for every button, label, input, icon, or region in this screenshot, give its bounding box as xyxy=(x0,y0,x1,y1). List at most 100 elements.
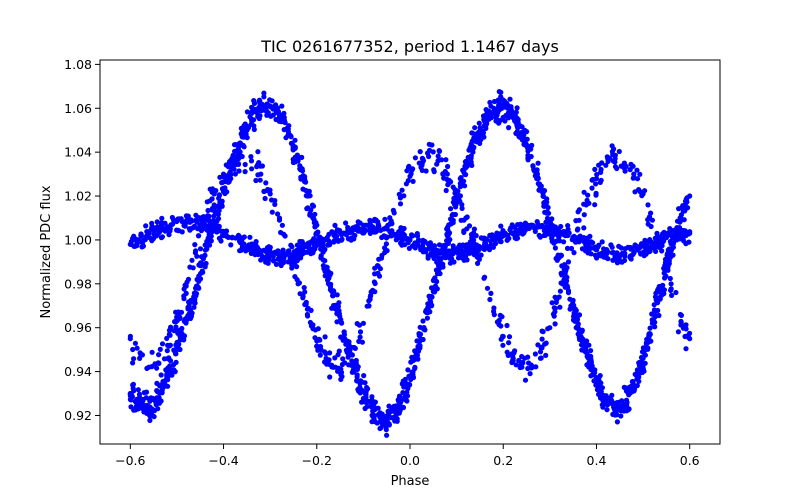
data-point xyxy=(609,143,615,149)
data-point xyxy=(542,341,548,347)
data-point xyxy=(304,193,310,199)
data-point xyxy=(270,258,277,264)
data-point xyxy=(346,362,352,368)
data-point xyxy=(267,191,273,197)
data-point xyxy=(599,160,605,166)
data-point xyxy=(132,340,138,346)
data-point xyxy=(314,338,320,344)
data-point xyxy=(670,252,676,258)
data-point xyxy=(280,260,287,266)
data-point xyxy=(241,144,247,150)
data-point xyxy=(332,232,338,239)
data-point xyxy=(370,413,376,420)
data-point xyxy=(512,235,518,241)
data-point xyxy=(165,224,171,230)
data-point xyxy=(520,360,526,366)
data-point xyxy=(660,238,666,245)
data-point xyxy=(396,406,402,412)
data-point xyxy=(202,222,208,228)
data-point xyxy=(255,149,261,155)
data-point xyxy=(532,228,538,234)
data-point xyxy=(680,203,686,209)
data-point xyxy=(295,158,301,164)
data-point xyxy=(673,289,679,296)
data-point xyxy=(267,248,273,254)
data-point xyxy=(455,255,462,261)
data-point xyxy=(140,398,146,404)
x-tick-label: −0.4 xyxy=(208,453,238,468)
data-point xyxy=(648,338,654,344)
data-point xyxy=(537,349,544,355)
data-point xyxy=(166,327,173,333)
data-point xyxy=(195,233,202,239)
data-point xyxy=(332,303,338,309)
data-point xyxy=(346,352,352,358)
data-point xyxy=(216,223,222,229)
data-point xyxy=(267,103,273,109)
data-point xyxy=(294,264,300,270)
data-point xyxy=(612,252,618,258)
data-point xyxy=(496,105,503,112)
data-point xyxy=(181,333,188,339)
data-point xyxy=(309,202,316,208)
data-point xyxy=(667,275,673,282)
data-point xyxy=(366,298,372,304)
data-point xyxy=(142,236,148,243)
data-point xyxy=(635,369,642,375)
data-point xyxy=(266,244,272,250)
data-point xyxy=(563,267,569,273)
data-point xyxy=(668,246,674,252)
data-point xyxy=(393,237,399,243)
data-point xyxy=(364,303,370,309)
data-point xyxy=(183,283,189,289)
data-point xyxy=(448,255,454,261)
data-point xyxy=(593,192,599,198)
data-point xyxy=(166,355,172,361)
data-point xyxy=(463,248,469,254)
data-point xyxy=(584,197,590,203)
data-point xyxy=(534,219,540,225)
data-point xyxy=(175,330,181,336)
data-point xyxy=(544,196,550,202)
data-point xyxy=(159,215,165,221)
data-point xyxy=(642,360,648,366)
data-point xyxy=(474,131,480,137)
data-point xyxy=(464,226,470,232)
data-point xyxy=(215,216,222,222)
data-point xyxy=(603,393,609,399)
data-point xyxy=(544,210,550,216)
data-point xyxy=(257,177,263,183)
data-point xyxy=(187,315,194,322)
data-point xyxy=(665,265,671,271)
x-tick-label: 0.0 xyxy=(400,453,420,468)
data-point xyxy=(342,360,348,366)
data-point xyxy=(606,155,612,161)
data-point xyxy=(544,224,550,230)
data-point xyxy=(242,161,248,168)
data-point xyxy=(603,397,609,403)
data-point xyxy=(500,333,506,340)
data-point xyxy=(301,285,307,291)
data-point xyxy=(295,250,301,256)
data-point xyxy=(588,348,594,354)
data-point xyxy=(475,260,481,266)
data-point xyxy=(383,241,389,247)
data-point xyxy=(303,179,309,185)
data-point xyxy=(354,321,360,327)
data-point xyxy=(154,219,160,225)
data-point xyxy=(482,274,488,280)
data-point xyxy=(217,174,223,180)
data-point xyxy=(269,98,275,104)
data-point xyxy=(416,333,422,339)
data-point xyxy=(261,94,267,100)
data-point xyxy=(404,381,410,387)
data-point xyxy=(342,336,348,342)
data-point xyxy=(211,218,217,224)
data-point xyxy=(464,257,470,263)
data-point xyxy=(469,130,475,136)
data-point xyxy=(263,256,269,262)
data-point xyxy=(310,326,316,332)
data-point xyxy=(258,257,264,263)
data-point xyxy=(457,242,463,248)
